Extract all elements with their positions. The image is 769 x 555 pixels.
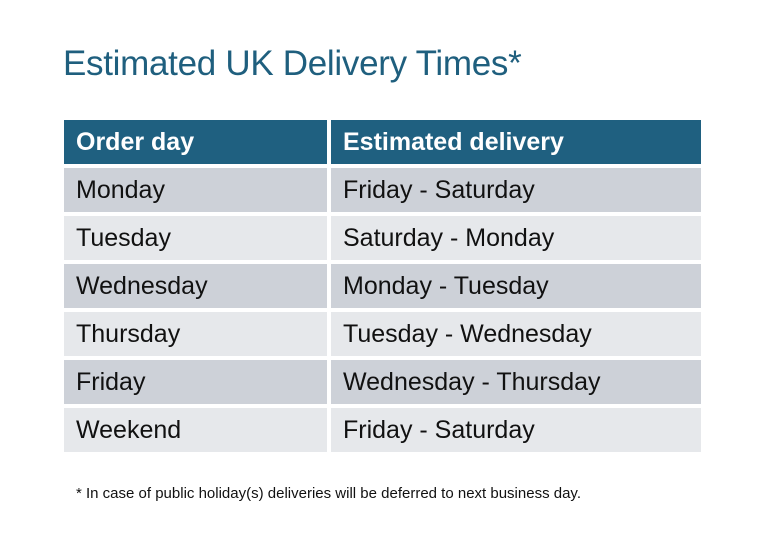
column-header-estimated-delivery: Estimated delivery bbox=[331, 120, 701, 164]
delivery-cell: Friday - Saturday bbox=[331, 408, 701, 452]
footnote: * In case of public holiday(s) deliverie… bbox=[76, 485, 581, 502]
order-day-cell: Wednesday bbox=[64, 264, 327, 308]
delivery-cell: Friday - Saturday bbox=[331, 168, 701, 212]
table-row: Friday Wednesday - Thursday bbox=[64, 360, 701, 404]
delivery-cell: Monday - Tuesday bbox=[331, 264, 701, 308]
table-header-row: Order day Estimated delivery bbox=[64, 120, 701, 164]
table-row: Monday Friday - Saturday bbox=[64, 168, 701, 212]
order-day-cell: Monday bbox=[64, 168, 327, 212]
order-day-cell: Weekend bbox=[64, 408, 327, 452]
order-day-cell: Thursday bbox=[64, 312, 327, 356]
delivery-cell: Tuesday - Wednesday bbox=[331, 312, 701, 356]
delivery-cell: Wednesday - Thursday bbox=[331, 360, 701, 404]
table-row: Wednesday Monday - Tuesday bbox=[64, 264, 701, 308]
column-header-order-day: Order day bbox=[64, 120, 327, 164]
delivery-times-table: Order day Estimated delivery Monday Frid… bbox=[60, 116, 705, 456]
table-row: Weekend Friday - Saturday bbox=[64, 408, 701, 452]
table-row: Thursday Tuesday - Wednesday bbox=[64, 312, 701, 356]
order-day-cell: Friday bbox=[64, 360, 327, 404]
delivery-cell: Saturday - Monday bbox=[331, 216, 701, 260]
page-title: Estimated UK Delivery Times* bbox=[63, 44, 522, 83]
order-day-cell: Tuesday bbox=[64, 216, 327, 260]
table-row: Tuesday Saturday - Monday bbox=[64, 216, 701, 260]
